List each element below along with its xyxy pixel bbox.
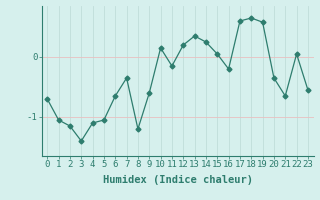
X-axis label: Humidex (Indice chaleur): Humidex (Indice chaleur) [103,175,252,185]
